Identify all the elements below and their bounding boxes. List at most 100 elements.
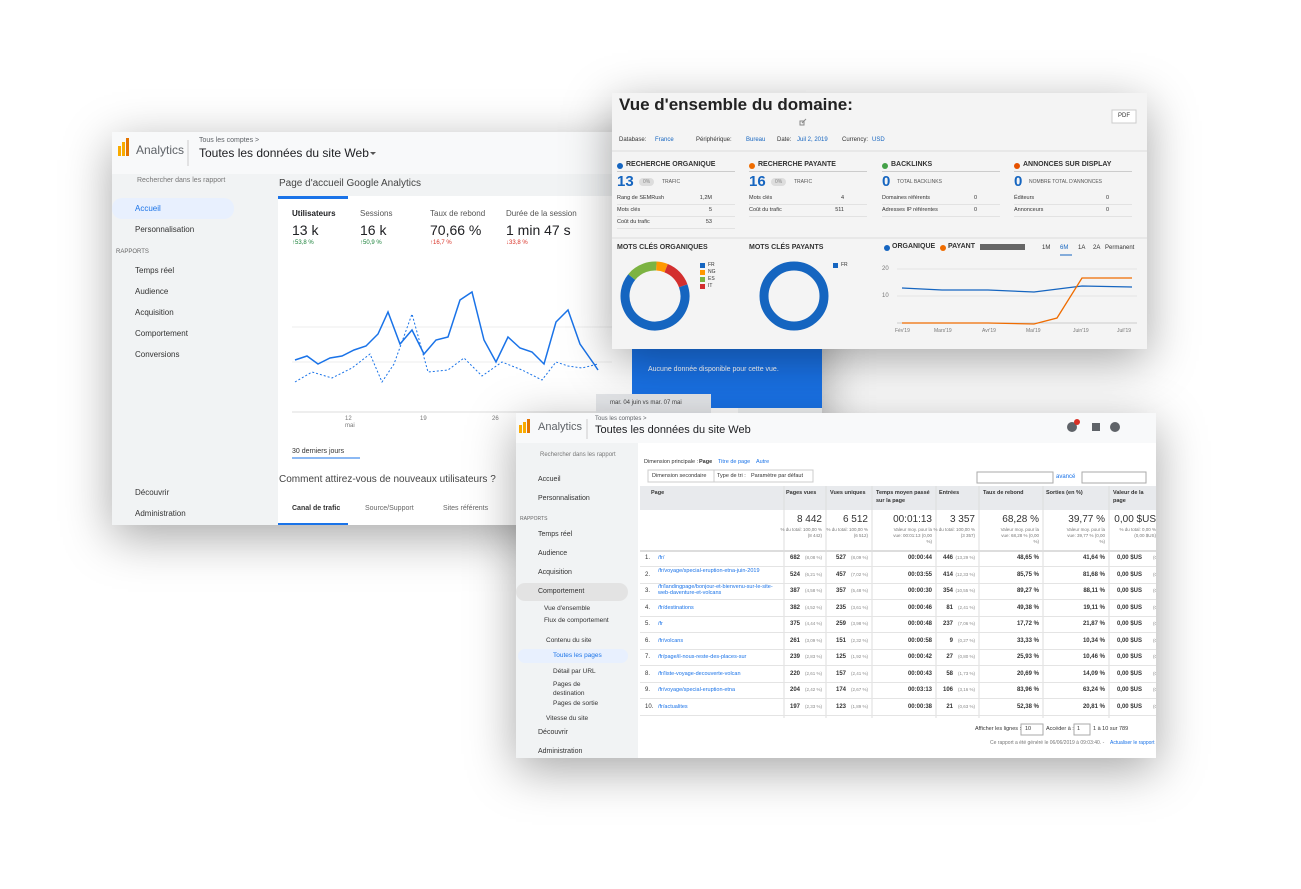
column-header[interactable]: Vues uniques — [830, 490, 866, 496]
nav-item[interactable]: Acquisition — [135, 308, 174, 317]
filter-value[interactable]: France — [655, 137, 674, 143]
cell-value: 0,00 $US — [1116, 670, 1142, 677]
range-button[interactable]: Permanent — [1105, 245, 1135, 251]
row-page[interactable]: /fr/destinations — [658, 604, 694, 611]
range-button[interactable]: 1A — [1078, 245, 1086, 251]
card-row-rule — [882, 204, 1000, 205]
rows-count[interactable]: 10 — [1025, 726, 1032, 732]
range-button[interactable]: 1M — [1042, 245, 1051, 251]
property[interactable]: Toutes les données du site Web — [199, 146, 369, 160]
row-page[interactable]: /fr/landingpage/bonjour-et-bienvenu-sur-… — [658, 584, 773, 596]
primary-option[interactable]: Page — [699, 459, 713, 465]
nav-item[interactable]: Temps réel — [135, 266, 175, 275]
secondary-dim[interactable]: Dimension secondaire — [652, 473, 707, 479]
row-index: 7. — [645, 654, 651, 660]
nav-item[interactable]: Toutes les pages — [553, 652, 602, 659]
search[interactable]: Rechercher dans les rapport — [540, 452, 616, 458]
x-label: Avr'19 — [982, 328, 996, 334]
nav-item[interactable]: Accueil — [538, 476, 561, 483]
total-note: % du total: 0,00 % (0,00 $US) — [1119, 527, 1156, 538]
breadcrumb: Tous les comptes > — [595, 416, 647, 422]
primary-option[interactable]: Titre de page — [718, 459, 751, 465]
legend-dot — [940, 245, 946, 251]
nav-item[interactable]: Vitesse du site — [546, 715, 589, 722]
cell-value: 49,38 % — [1016, 604, 1039, 611]
nav-item[interactable]: Personnalisation — [135, 225, 195, 234]
nav-item[interactable]: Temps réel — [538, 531, 573, 538]
cell-value: 88,11 % — [1083, 588, 1105, 594]
filter-value[interactable]: Juil 2, 2019 — [797, 137, 828, 143]
tab[interactable]: Sites référents — [443, 505, 489, 512]
column-header[interactable]: Page — [651, 490, 665, 496]
primary-option[interactable]: Autre — [756, 459, 770, 465]
nav-item[interactable]: Audience — [538, 550, 568, 557]
date-range[interactable]: 30 derniers jours — [292, 448, 345, 455]
nav-item[interactable]: Comportement — [538, 588, 585, 595]
row-page[interactable]: /fr/voyage/special-eruption-etna-juin-20… — [658, 567, 760, 574]
x-label: 19 — [420, 416, 427, 422]
row-page[interactable]: /fr/ — [658, 555, 665, 561]
range-button[interactable]: 2A — [1093, 245, 1101, 251]
cell-value: 00:00:30 — [907, 588, 932, 594]
property[interactable]: Toutes les données du site Web — [595, 424, 751, 436]
row-page[interactable]: /fr/page/il-nous-reste-des-places-sur — [658, 654, 747, 660]
filter-value[interactable]: Bureau — [746, 137, 766, 143]
cell-value: 00:03:13 — [907, 687, 932, 693]
metric-label: Utilisateurs — [292, 209, 336, 218]
nav-item[interactable]: Acquisition — [538, 569, 572, 576]
row-page[interactable]: /fr/voyage/special-eruption-etna — [658, 687, 736, 693]
nav-item[interactable]: Pages de destination — [553, 681, 585, 697]
pdf-button[interactable]: PDF — [1118, 113, 1130, 119]
card-row-rule — [749, 204, 867, 205]
column-header[interactable]: Valeur de la page — [1113, 490, 1144, 504]
nav-item[interactable]: Contenu du site — [546, 637, 592, 644]
column-header[interactable]: Entrées — [939, 490, 960, 496]
row-index: 5. — [645, 621, 651, 627]
cell-value: 52,38 % — [1016, 703, 1039, 710]
cell-value: 357 — [835, 588, 846, 594]
brand: Analytics — [538, 421, 583, 433]
nav-item[interactable]: Pages de sortie — [553, 700, 599, 707]
nav-item[interactable]: Administration — [538, 748, 583, 755]
nav-item[interactable]: Accueil — [135, 204, 161, 213]
row-page[interactable]: /fr — [658, 621, 663, 627]
column-header[interactable]: Sorties (en %) — [1046, 490, 1083, 496]
column-header[interactable]: Pages vues — [786, 490, 817, 496]
cell-percent: (13,29 %) — [955, 555, 975, 560]
nav-item[interactable]: Découvrir — [538, 729, 568, 736]
range-button[interactable]: 6M — [1060, 245, 1069, 251]
nav-item[interactable]: Détail par URL — [553, 668, 596, 675]
nav-item[interactable]: Vue d'ensemble — [544, 605, 591, 612]
sort[interactable]: Paramètre par défaut — [751, 473, 803, 479]
cell-value: 58 — [946, 670, 953, 677]
x-label: mai — [345, 423, 355, 429]
legend-label: ORGANIQUE — [892, 243, 936, 250]
filter-value[interactable]: USD — [872, 137, 885, 143]
column-header[interactable]: Taux de rebond — [983, 490, 1024, 496]
cell-value: 259 — [835, 621, 846, 627]
page-input[interactable]: 1 — [1077, 726, 1081, 732]
column-header[interactable]: Temps moyen passé sur la page — [876, 490, 930, 504]
advanced[interactable]: avancé — [1056, 474, 1076, 480]
nav-item[interactable]: Découvrir — [135, 488, 170, 497]
row-rule — [640, 665, 1156, 666]
filter-label: Périphérique: — [696, 137, 732, 143]
nav-item[interactable]: Audience — [135, 287, 169, 296]
row-page[interactable]: /fr/actualites — [658, 703, 688, 710]
row-page[interactable]: /fr/volcans — [658, 637, 684, 644]
metric-change: ↓33,8 % — [506, 240, 528, 246]
card-row-value: 4 — [840, 195, 844, 201]
cell-percent: (3,09 %) — [804, 637, 822, 643]
search[interactable]: Rechercher dans les rapport — [137, 177, 226, 184]
nav-item[interactable]: Flux de comportement — [544, 617, 609, 624]
refresh[interactable]: Actualiser le rapport — [1110, 740, 1155, 746]
row-page[interactable]: /fr/liste-voyage-decouverte-volcan — [658, 670, 741, 677]
tab[interactable]: Source/Support — [365, 505, 414, 512]
cell-value: 33,33 % — [1016, 637, 1039, 644]
cell-percent: (0,63 %) — [957, 703, 975, 709]
nav-item[interactable]: Personnalisation — [538, 495, 590, 502]
nav-item[interactable]: Administration — [135, 509, 186, 518]
tab[interactable]: Canal de trafic — [292, 505, 341, 512]
nav-item[interactable]: Conversions — [135, 350, 180, 359]
nav-item[interactable]: Comportement — [135, 329, 188, 338]
